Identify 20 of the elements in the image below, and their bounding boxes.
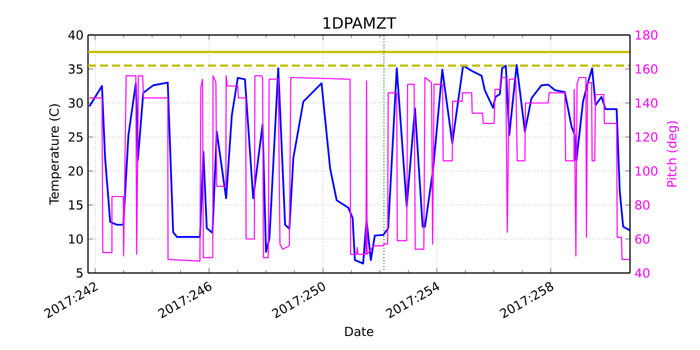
y2-tick-label: 60 xyxy=(635,234,650,244)
y-axis-title: Temperature (C) xyxy=(49,104,62,205)
y2-tick-label: 40 xyxy=(634,268,650,278)
y2-tick-label: 80 xyxy=(635,200,650,210)
y2-tick-label: 100 xyxy=(636,166,658,176)
y2-tick-label: 120 xyxy=(636,132,658,142)
y-tick-label: 25 xyxy=(68,132,83,142)
y-tick-label: 20 xyxy=(68,166,83,176)
y2-tick-label: 180 xyxy=(636,30,658,40)
y-tick-label: 30 xyxy=(68,98,83,108)
y2-tick-label: 160 xyxy=(636,64,658,74)
y-tick-label: 40 xyxy=(68,30,83,40)
y2-tick-label: 140 xyxy=(636,98,658,108)
x-axis-title: Date xyxy=(345,326,374,336)
chart-title: 1DPAMZT xyxy=(324,17,396,29)
y-tick-label: 10 xyxy=(69,234,83,244)
y-tick-label: 15 xyxy=(69,200,83,210)
y2-axis-title: Pitch (deg) xyxy=(666,121,679,187)
y-tick-label: 35 xyxy=(68,64,83,74)
y-tick-label: 5 xyxy=(76,268,83,278)
